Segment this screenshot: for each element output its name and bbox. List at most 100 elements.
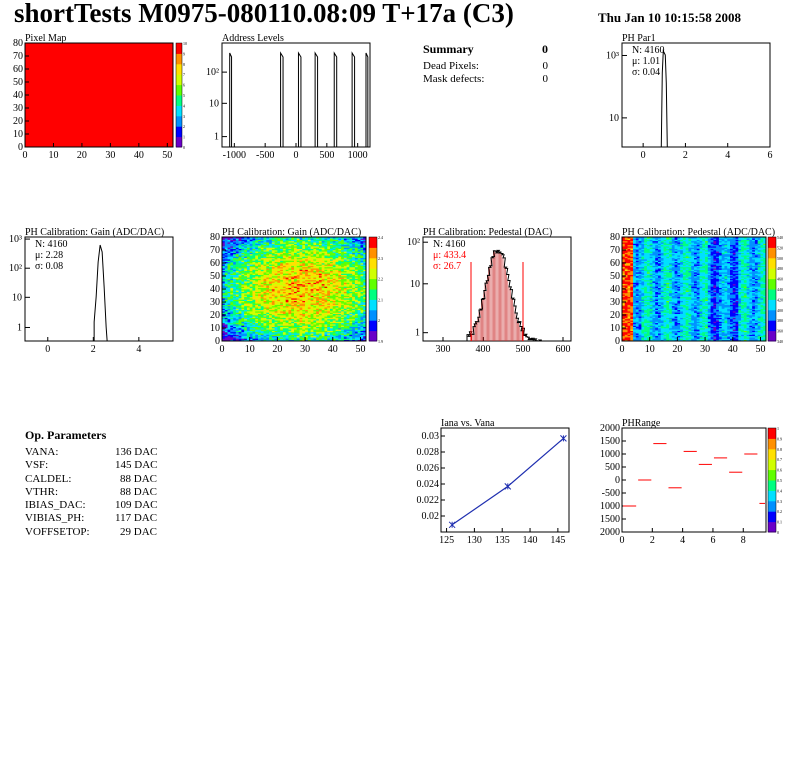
ph_gain_map-cell <box>246 299 250 301</box>
ph_gain_map-cell <box>354 239 358 242</box>
ph_gain_map-cell <box>280 273 284 275</box>
ph_gain_map-cell <box>227 312 231 314</box>
ph_gain_map-cell <box>354 248 358 251</box>
ph_gain_map-cell <box>313 294 317 296</box>
ph_gain_map-cell <box>224 333 228 335</box>
ph_pedestal_map-cell <box>641 312 645 314</box>
ph_gain_map-cell <box>227 331 231 334</box>
ph_gain_map-cell <box>235 256 239 259</box>
ph_gain_map-cell <box>310 263 314 265</box>
ph_gain_map-cell <box>238 302 242 304</box>
ph_gain_map-cell <box>222 299 226 301</box>
ph_gain_map-cell <box>299 328 303 330</box>
ph_gain_map-cell <box>299 281 303 283</box>
ph_gain_map-cell <box>305 291 309 294</box>
ph_gain_map-cell <box>346 270 350 273</box>
ph_pedestal_map-cell <box>638 239 642 242</box>
ph_pedestal_map-cell <box>635 328 639 330</box>
ph_pedestal_map-cell <box>627 308 631 311</box>
ph_gain_map-cell <box>233 282 237 285</box>
ph_pedestal_map-cell <box>635 260 639 262</box>
ph_gain_map-cell <box>282 279 286 282</box>
ph_pedestal_map-cell <box>638 322 642 325</box>
ph_gain_map-cell <box>341 240 345 243</box>
ph_gain_map-cell <box>343 305 347 308</box>
ph_gain_map-cell <box>335 304 339 307</box>
ph_gain_map-cell <box>360 266 364 269</box>
ph_gain_map-cell <box>310 316 314 318</box>
ph_gain_map-cell <box>349 282 353 285</box>
pixel_map-colorbar-cell <box>176 136 182 140</box>
ph_gain_map-cell <box>230 265 234 268</box>
ph_gain_map-cell <box>346 261 350 264</box>
ph_gain_map-cell <box>302 309 306 312</box>
ph_gain_map-cell <box>235 251 239 253</box>
ph_gain_map-cell <box>360 282 364 285</box>
ph_gain_map-cell <box>357 333 361 335</box>
ph_pedestal_map-cell <box>635 299 639 301</box>
ph_pedestal_map-cell <box>624 259 628 261</box>
ph_gain_map-cell <box>296 321 300 324</box>
ph_pedestal_map-cell <box>638 237 642 239</box>
ph_pedestal_map-cell <box>633 298 637 300</box>
ph_gain_map-cell <box>263 324 267 326</box>
ph_gain_map-cell <box>338 322 342 325</box>
ph_gain_map-cell <box>291 268 295 270</box>
ph_gain_map-cell <box>233 322 237 325</box>
ph_gain_map-cell <box>310 295 314 298</box>
ph_gain_map-cell <box>260 312 264 314</box>
ph_gain_map-cell <box>327 308 331 311</box>
ph_gain_map-cell <box>305 330 309 333</box>
ph_gain_map-cell <box>222 303 226 305</box>
ph_gain_map-cell <box>249 330 253 333</box>
ph_gain_map-cell <box>363 260 367 262</box>
ph_gain_map-cell <box>313 308 317 311</box>
ph_gain_map-cell <box>335 244 339 247</box>
ph_gain_map-cell <box>330 285 334 287</box>
ph_gain_map-cell <box>271 248 275 251</box>
ph_gain_map-cell <box>252 248 256 251</box>
ph_gain_map-cell <box>241 318 245 321</box>
ph_gain_map-cell <box>313 313 317 316</box>
ph_gain_map-cell <box>307 320 311 322</box>
ph_pedestal_map-cell <box>624 256 628 259</box>
ph_gain_map-cell <box>330 294 334 296</box>
ph_gain_map-cell <box>327 239 331 242</box>
ph_pedestal_map-cell <box>635 239 639 242</box>
ph_gain_map-cell <box>363 334 367 337</box>
ph_gain_map-cell <box>280 265 284 268</box>
ph_gain_map-cell <box>335 337 339 339</box>
ph_gain_map-cell <box>349 261 353 264</box>
ph_gain_map-cell <box>349 292 353 295</box>
ph_pedestal_map-cell <box>627 255 631 257</box>
ph_gain_map-cell <box>260 244 264 247</box>
ph_gain_map-cell <box>316 251 320 253</box>
ph_gain_map-cell <box>357 295 361 298</box>
ph_gain_map-cell <box>291 282 295 285</box>
ph_pedestal_map-cell <box>641 308 645 311</box>
ph_gain_map-cell <box>338 333 342 335</box>
ph_gain_map-cell <box>249 320 253 322</box>
ph_gain_map-cell <box>324 321 328 324</box>
ph_gain_map-cell <box>258 248 262 251</box>
ph_gain_map-cell <box>235 279 239 282</box>
ph_pedestal_map-cell <box>627 292 631 295</box>
ph_gain_map-cell <box>318 291 322 294</box>
ph_gain_map-cell <box>255 273 259 275</box>
ph_pedestal_map-cell <box>633 315 637 317</box>
pixel_map-colorbar-cell <box>176 97 182 101</box>
ph_gain_map-cell <box>335 239 339 242</box>
ph_gain_map-cell <box>246 260 250 262</box>
ph_gain_map-cell <box>255 313 259 316</box>
ph_gain_map-cell <box>307 264 311 266</box>
ph_gain_map-cell <box>222 298 226 300</box>
ph_gain_map-cell <box>255 285 259 287</box>
ph_gain_map-cell <box>363 317 367 320</box>
ph_gain_map-cell <box>266 285 270 287</box>
ph_gain_map-cell <box>338 242 342 244</box>
ph_gain_map-cell <box>335 308 339 311</box>
ph_gain_map-cell <box>343 246 347 248</box>
ph_gain_map-cell <box>346 277 350 279</box>
ph_pedestal_map-cell <box>633 289 637 291</box>
ph_gain_map-cell <box>291 294 295 296</box>
